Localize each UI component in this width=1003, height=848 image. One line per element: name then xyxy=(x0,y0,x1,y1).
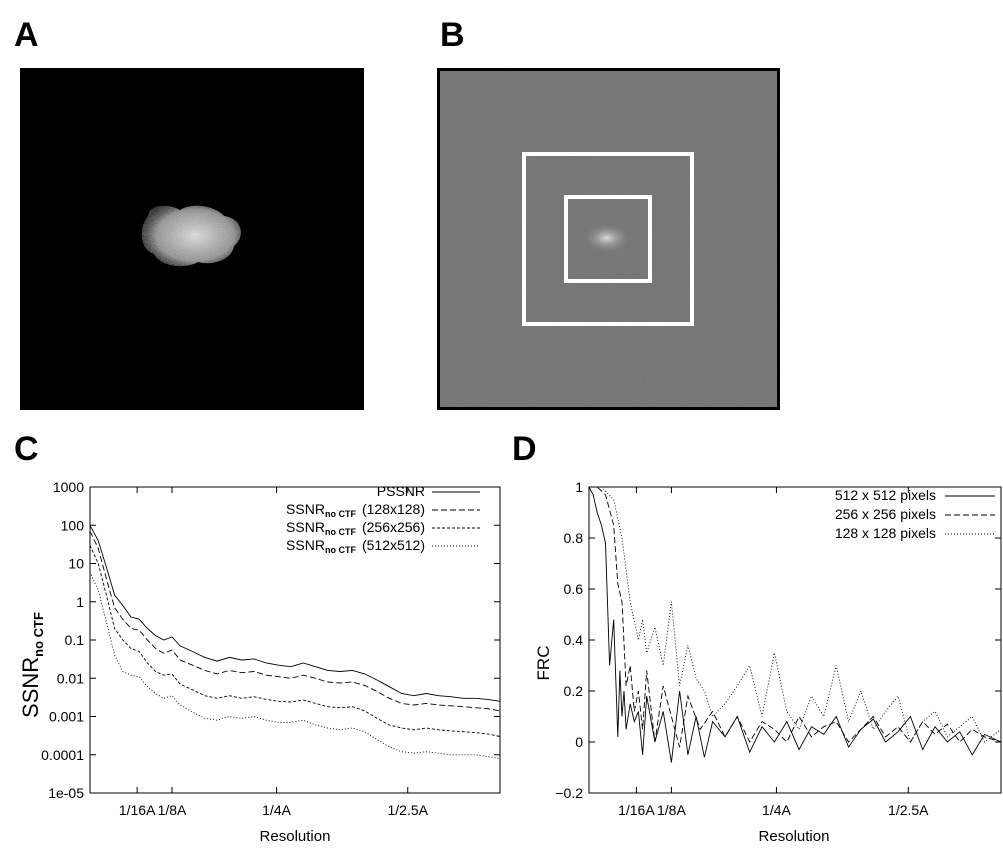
y-tick-label: 0.1 xyxy=(65,632,85,648)
y-tick-label: 0 xyxy=(575,734,583,750)
legend-label: SSNRno CTF (256x256) xyxy=(286,519,425,537)
image-border xyxy=(437,68,780,410)
series-line-1 xyxy=(89,531,501,712)
x-axis-label: Resolution xyxy=(260,828,331,845)
box-256 xyxy=(522,152,694,326)
y-axis-label-ssnr: SSNRno CTF xyxy=(18,612,46,718)
legend: PSSNR SSNRno CTF (128x128) SSNRno CTF (256… xyxy=(286,483,480,555)
legend-label: SSNRno CTF (128x128) xyxy=(286,501,425,519)
x-tick-label: 1/16A xyxy=(618,802,655,818)
series-line-0 xyxy=(588,486,1002,763)
y-tick-label: 0.01 xyxy=(57,670,84,686)
y-tick-label: 1e-05 xyxy=(48,785,84,801)
x-tick-label: 1/4A xyxy=(262,802,291,818)
y-tick-label: 1 xyxy=(575,479,583,495)
chart-frc: 1 0.8 0.6 0.4 0.2 0 −0.2 1/16A 1/8A 1/4A 1/2.5A FR… xyxy=(534,479,1002,845)
particle-image-noisy xyxy=(437,68,780,410)
series-line-3 xyxy=(89,571,501,759)
legend-label: 128 x 128 pixels xyxy=(835,525,936,541)
legend-label: 512 x 512 pixels xyxy=(835,487,936,503)
panel-label-b: B xyxy=(440,16,465,54)
panel-label-a: A xyxy=(14,16,39,54)
y-tick-label: 0.8 xyxy=(564,530,584,546)
box-128 xyxy=(564,195,652,283)
series-line-2 xyxy=(589,486,1002,744)
y-tick-label: 0.001 xyxy=(49,709,84,725)
y-tick-label: 0.6 xyxy=(564,581,584,597)
x-tick-label: 1/8A xyxy=(657,802,686,818)
y-tick-label: 1000 xyxy=(53,479,84,495)
particle-blob-noisy xyxy=(581,222,633,254)
y-tick-label: 0.4 xyxy=(564,632,584,648)
x-tick-label: 1/16A xyxy=(119,802,156,818)
y-tick-label: −0.2 xyxy=(555,785,583,801)
x-tick-label: 1/8A xyxy=(158,802,187,818)
panel-label-c: C xyxy=(14,430,39,468)
series-line-2 xyxy=(89,545,501,737)
x-axis-label: Resolution xyxy=(759,828,830,845)
y-axis-label-frc: FRC xyxy=(534,646,553,681)
y-tick-label: 100 xyxy=(61,517,85,533)
y-tick-label: 10 xyxy=(68,556,84,572)
series-line-1 xyxy=(589,486,1002,748)
y-tick-label: 1 xyxy=(76,594,84,610)
x-tick-label: 1/2.5A xyxy=(388,802,429,818)
legend: 512 x 512 pixels 256 x 256 pixels 128 x … xyxy=(835,487,995,541)
series-line-0 xyxy=(89,525,501,702)
x-tick-label: 1/4A xyxy=(762,802,791,818)
legend-label: 256 x 256 pixels xyxy=(835,506,936,522)
particle-image-clean xyxy=(20,68,364,410)
legend-label: SSNRno CTF (512x512) xyxy=(286,537,425,555)
y-tick-label: 0.2 xyxy=(564,683,584,699)
x-tick-label: 1/2.5A xyxy=(888,802,929,818)
legend-label: PSSNR xyxy=(377,483,425,499)
panel-label-d: D xyxy=(512,430,537,468)
y-tick-label: 0.0001 xyxy=(41,747,84,763)
